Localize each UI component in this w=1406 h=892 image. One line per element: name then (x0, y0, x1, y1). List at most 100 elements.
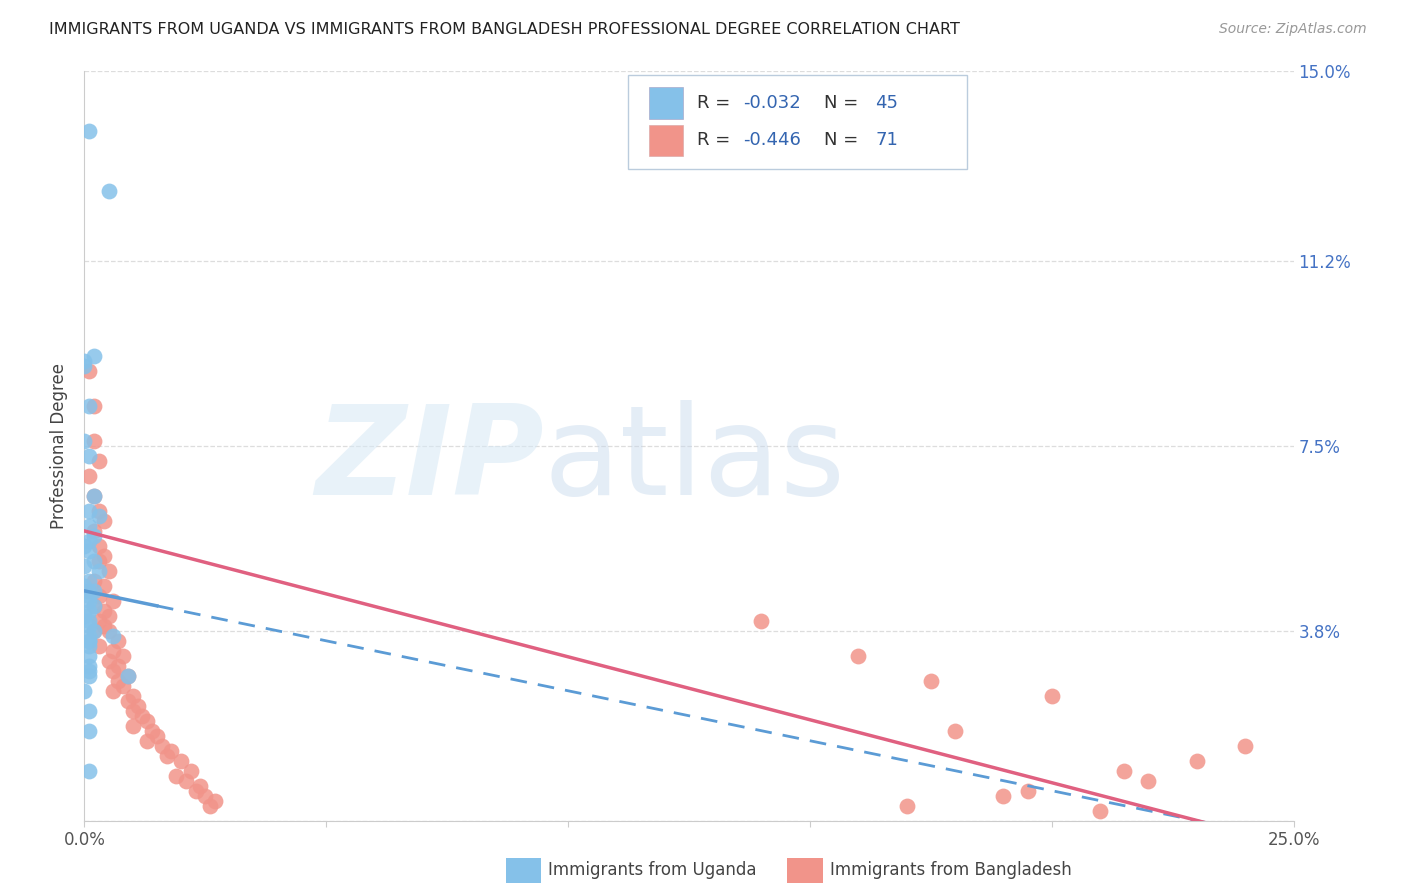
Point (83, 529, 105, 543)
Point (87, 564, 110, 578)
Point (127, 698, 149, 713)
Point (103, 594, 125, 608)
Point (73, 558, 96, 573)
Point (77, 519, 100, 533)
Point (73, 539, 96, 553)
Point (73, 359, 96, 373)
Point (83, 524, 105, 538)
Point (83, 434, 105, 448)
Point (174, 773, 197, 788)
Point (136, 733, 159, 747)
Point (83, 583, 105, 598)
Point (1088, 804, 1111, 818)
Text: -0.032: -0.032 (744, 94, 801, 112)
Point (77, 619, 100, 633)
Point (87, 614, 110, 628)
Point (73, 683, 96, 698)
Point (121, 704, 143, 718)
Point (1185, 754, 1208, 768)
Point (83, 574, 105, 588)
Point (83, 399, 105, 413)
Point (77, 764, 100, 778)
Text: N =: N = (824, 94, 865, 112)
Point (87, 539, 110, 553)
Text: R =: R = (697, 131, 737, 149)
Text: atlas: atlas (544, 401, 846, 522)
Point (943, 723, 966, 738)
Point (77, 364, 100, 378)
Point (77, 504, 100, 518)
Point (77, 633, 100, 648)
Point (83, 489, 105, 503)
Point (846, 648, 869, 663)
Point (184, 783, 207, 797)
Point (83, 599, 105, 613)
Point (87, 504, 110, 518)
Text: Source: ZipAtlas.com: Source: ZipAtlas.com (1219, 22, 1367, 37)
Point (87, 554, 110, 568)
Text: -0.446: -0.446 (744, 131, 801, 149)
Point (117, 669, 139, 683)
Point (121, 689, 143, 703)
Text: Immigrants from Uganda: Immigrants from Uganda (548, 861, 756, 879)
Point (77, 583, 100, 598)
Point (77, 583, 100, 598)
Text: N =: N = (824, 131, 865, 149)
Point (1040, 689, 1063, 703)
Point (77, 704, 100, 718)
Point (194, 789, 217, 803)
Point (77, 574, 100, 588)
Text: 71: 71 (875, 131, 898, 149)
Point (198, 798, 221, 813)
Point (993, 789, 1015, 803)
Point (107, 673, 129, 688)
Point (77, 469, 100, 483)
Point (83, 624, 105, 638)
Point (117, 669, 139, 683)
Point (77, 614, 100, 628)
Point (107, 633, 129, 648)
Point (93, 549, 115, 563)
Point (77, 669, 100, 683)
Point (73, 354, 96, 368)
Point (73, 579, 96, 593)
Point (73, 608, 96, 623)
Point (87, 589, 110, 603)
Point (97, 184, 120, 198)
Point (77, 533, 100, 548)
Point (131, 708, 153, 723)
Point (83, 554, 105, 568)
Point (77, 544, 100, 558)
Point (77, 664, 100, 678)
Point (97, 608, 120, 623)
Point (112, 679, 135, 693)
Point (97, 624, 120, 638)
Point (190, 779, 212, 793)
FancyBboxPatch shape (628, 75, 967, 169)
Point (170, 754, 193, 768)
Point (77, 633, 100, 648)
Point (141, 723, 163, 738)
Point (103, 644, 125, 658)
Point (1114, 764, 1136, 778)
Point (160, 744, 183, 758)
Point (117, 694, 139, 708)
Point (77, 594, 100, 608)
Point (83, 489, 105, 503)
Point (83, 624, 105, 638)
Point (77, 658, 100, 673)
Point (87, 508, 110, 523)
Point (93, 619, 115, 633)
Point (87, 639, 110, 653)
Point (150, 739, 173, 753)
Point (180, 764, 202, 778)
Point (103, 664, 125, 678)
Point (136, 714, 159, 728)
Text: Immigrants from Bangladesh: Immigrants from Bangladesh (830, 861, 1071, 879)
Point (204, 794, 226, 808)
Point (77, 399, 100, 413)
Point (77, 589, 100, 603)
Point (107, 658, 129, 673)
Point (93, 579, 115, 593)
Point (87, 454, 110, 468)
